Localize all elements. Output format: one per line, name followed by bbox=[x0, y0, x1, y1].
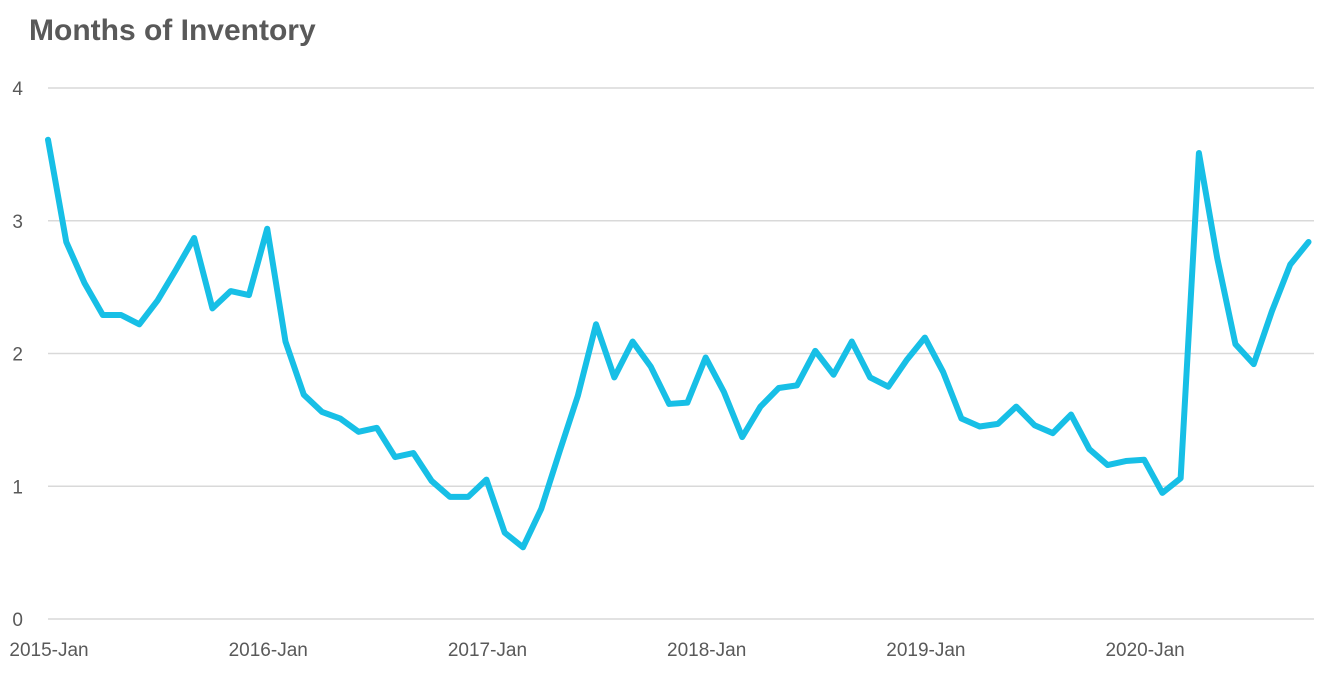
x-tick-label: 2016-Jan bbox=[229, 640, 308, 661]
x-tick-label: 2018-Jan bbox=[667, 640, 746, 661]
y-axis-ticks: 0 1 2 3 4 bbox=[12, 79, 23, 631]
y-tick-label: 0 bbox=[12, 610, 23, 631]
x-tick-label: 2015-Jan bbox=[9, 640, 88, 661]
y-tick-label: 1 bbox=[12, 477, 23, 498]
x-tick-label: 2020-Jan bbox=[1105, 640, 1184, 661]
series-group bbox=[45, 136, 1312, 551]
chart-title: Months of Inventory bbox=[29, 14, 316, 47]
gridlines bbox=[48, 87, 1314, 620]
x-tick-label: 2019-Jan bbox=[886, 640, 965, 661]
series-line-0 bbox=[45, 136, 1312, 551]
x-tick-label: 2017-Jan bbox=[448, 640, 527, 661]
x-axis-ticks: 2015-Jan 2016-Jan 2017-Jan 2018-Jan 2019-Jan… bbox=[9, 640, 1184, 661]
y-tick-label: 3 bbox=[12, 212, 23, 233]
y-tick-label: 2 bbox=[12, 345, 23, 366]
y-tick-label: 4 bbox=[12, 79, 23, 100]
